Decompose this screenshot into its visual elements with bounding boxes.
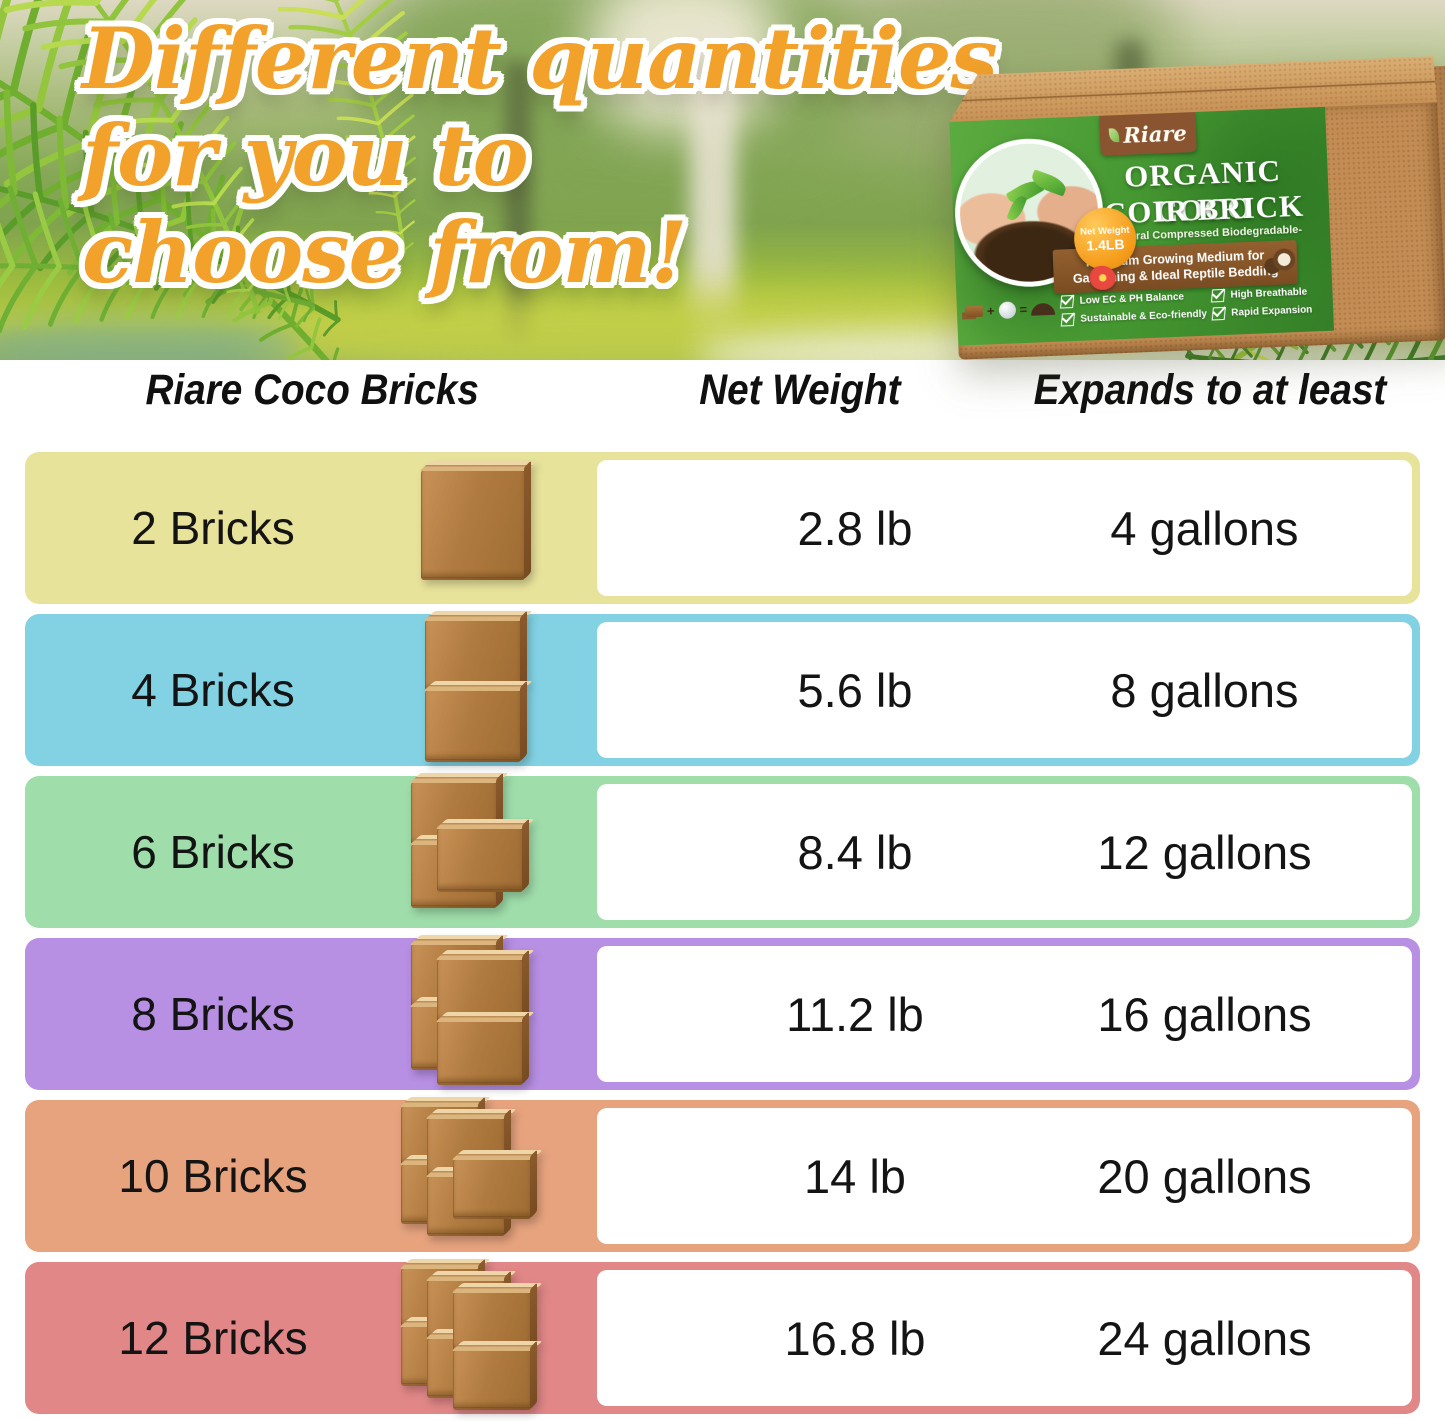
column-header-weight: Net Weight	[699, 366, 901, 414]
brick-stack-icon	[363, 776, 593, 928]
expands-value: 16 gallons	[1097, 987, 1312, 1041]
table-row: 12 Bricks 16.8 lb 24 gallons	[25, 1262, 1420, 1414]
table-row: 8 Bricks 11.2 lb 16 gallons	[25, 938, 1420, 1090]
row-quantity-label: 8 Bricks	[131, 988, 295, 1040]
brand-logo: Riare	[1099, 111, 1197, 156]
table-row: 10 Bricks 14 lb 20 gallons	[25, 1100, 1420, 1252]
expands-value: 12 gallons	[1097, 825, 1312, 879]
brick-stack-icon	[363, 938, 593, 1090]
badge-value: 1.4LB	[1086, 235, 1125, 253]
brick-icon	[421, 470, 525, 580]
check-icon	[1060, 312, 1076, 327]
expands-value: 4 gallons	[1110, 501, 1299, 555]
product-box-front: Riare ORGANIC COCO COIR BRICK -Natural C…	[949, 102, 1445, 360]
brick-icon	[425, 620, 521, 692]
row-values-panel: 14 lb 20 gallons	[597, 1108, 1412, 1244]
brick-icon	[425, 690, 521, 762]
row-quantity-label: 12 Bricks	[118, 1312, 308, 1364]
feature-label: Low EC & PH Balance	[1079, 291, 1185, 307]
table-row: 2 Bricks 2.8 lb 4 gallons	[25, 452, 1420, 604]
soil-icon	[1030, 302, 1056, 316]
row-values-panel: 5.6 lb 8 gallons	[597, 622, 1412, 758]
quantity-table: 2 Bricks 2.8 lb 4 gallons 4 Bricks 5.6 l…	[25, 452, 1420, 1414]
leaf-icon	[1109, 128, 1120, 143]
equals-sign: =	[1019, 301, 1028, 318]
feature-item: Rapid Expansion	[1211, 303, 1331, 321]
row-quantity-label: 2 Bricks	[131, 502, 295, 554]
brick-icon	[437, 828, 523, 892]
table-row: 4 Bricks 5.6 lb 8 gallons	[25, 614, 1420, 766]
brick-stack-icon	[363, 1262, 593, 1414]
row-values-panel: 8.4 lb 12 gallons	[597, 784, 1412, 920]
net-weight-value: 14 lb	[804, 1149, 906, 1203]
column-header-expands: Expands to at least	[1033, 366, 1387, 414]
brand-name: Riare	[1122, 119, 1188, 148]
headline-line: Different quantities	[82, 9, 998, 108]
tree-trunk-blur	[690, 30, 736, 330]
headline-line: for you to	[82, 106, 529, 205]
brick-icon	[453, 1350, 531, 1410]
brick-icon	[964, 305, 984, 318]
sky-light-blur	[590, 0, 780, 130]
net-weight-value: 8.4 lb	[797, 825, 913, 879]
feature-label: Rapid Expansion	[1231, 304, 1313, 319]
check-icon	[1060, 294, 1075, 309]
row-quantity-label: 6 Bricks	[131, 826, 295, 878]
row-values-panel: 16.8 lb 24 gallons	[597, 1270, 1412, 1406]
net-weight-value: 2.8 lb	[797, 501, 913, 555]
teal-grass-blur	[0, 318, 300, 360]
brick-stack-icon	[363, 1100, 593, 1252]
table-row: 6 Bricks 8.4 lb 12 gallons	[25, 776, 1420, 928]
brick-icon	[437, 1021, 523, 1085]
check-icon	[1210, 288, 1226, 303]
row-quantity-label: 10 Bricks	[118, 1150, 308, 1202]
brick-icon	[453, 1159, 531, 1219]
column-header-bricks: Riare Coco Bricks	[145, 366, 480, 414]
row-quantity-label: 4 Bricks	[131, 664, 295, 716]
product-box: Riare ORGANIC COCO COIR BRICK -Natural C…	[947, 56, 1445, 360]
expands-value: 8 gallons	[1110, 663, 1299, 717]
water-icon	[998, 301, 1016, 320]
check-icon	[1211, 306, 1226, 321]
net-weight-value: 11.2 lb	[786, 987, 924, 1041]
brick-stack-icon	[363, 614, 593, 766]
brick-stack-icon	[363, 452, 593, 604]
feature-label: High Breathable	[1230, 286, 1308, 301]
expands-value: 24 gallons	[1097, 1311, 1312, 1365]
row-values-panel: 2.8 lb 4 gallons	[597, 460, 1412, 596]
feature-item: Sustainable & Eco-friendly	[1060, 307, 1212, 327]
usage-equation: + =	[964, 300, 1056, 321]
net-weight-value: 5.6 lb	[797, 663, 913, 717]
headline-line: choose from!	[82, 203, 687, 302]
headline: Different quantities for you to choose f…	[82, 9, 998, 302]
net-weight-value: 16.8 lb	[784, 1311, 926, 1365]
row-values-panel: 11.2 lb 16 gallons	[597, 946, 1412, 1082]
plus-sign: +	[986, 303, 995, 319]
feature-label: Sustainable & Eco-friendly	[1080, 308, 1208, 325]
table-header-row: Riare Coco Bricks Net Weight Expands to …	[25, 366, 1420, 415]
expands-value: 20 gallons	[1097, 1149, 1312, 1203]
feature-item: High Breathable	[1210, 285, 1330, 303]
product-label: Riare ORGANIC COCO COIR BRICK -Natural C…	[949, 106, 1334, 346]
